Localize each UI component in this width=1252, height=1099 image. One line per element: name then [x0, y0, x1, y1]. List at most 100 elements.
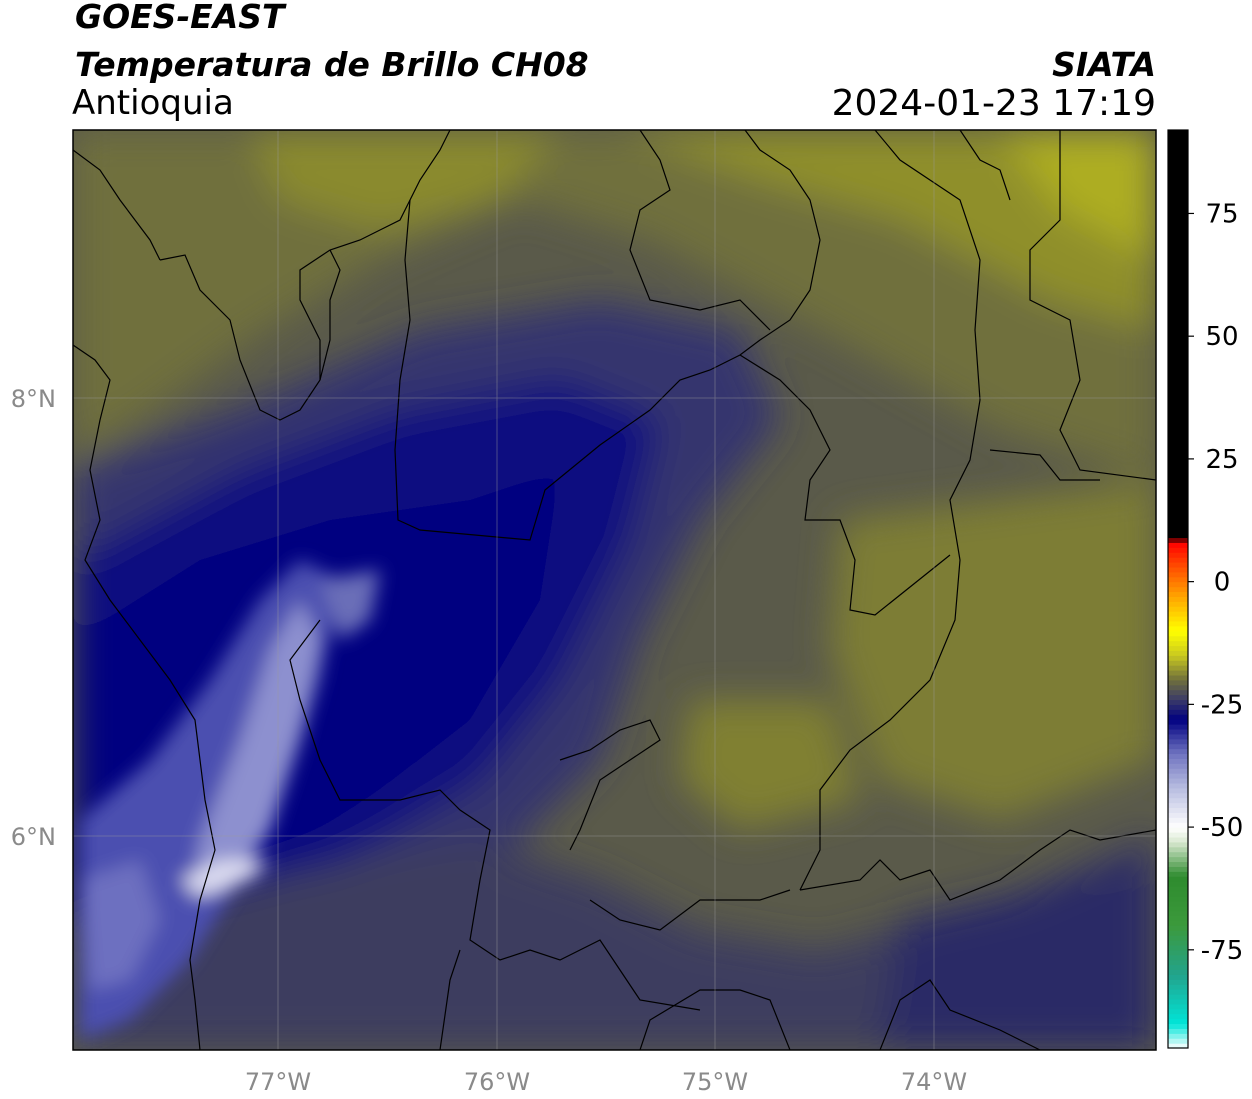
colorbar-band	[1168, 1043, 1188, 1049]
colorbar-band	[1168, 871, 1188, 877]
colorbar-band	[1168, 257, 1188, 264]
colorbar-band	[1168, 498, 1188, 504]
colorbar-band	[1168, 650, 1188, 656]
colorbar-band	[1168, 596, 1188, 602]
colorbar-band	[1168, 763, 1188, 769]
colorbar-band	[1168, 429, 1188, 435]
colorbar-band	[1168, 684, 1188, 691]
lon-tick-label: 75°W	[682, 1068, 748, 1096]
colorbar-band	[1168, 370, 1188, 377]
colorbar-band	[1168, 979, 1188, 985]
satellite-title: GOES-EAST	[75, 0, 285, 36]
map-frame	[72, 129, 1157, 1051]
colorbar-band	[1168, 699, 1188, 705]
colorbar-band	[1168, 890, 1188, 897]
map-gridlines	[73, 130, 1156, 1050]
colorbar-band	[1168, 974, 1188, 980]
colorbar-band	[1168, 208, 1188, 215]
colorbar-band	[1168, 360, 1188, 367]
colorbar-band	[1168, 517, 1188, 524]
colorbar-band	[1168, 277, 1188, 283]
colorbar-band	[1168, 355, 1188, 362]
colorbar-band	[1168, 606, 1188, 612]
colorbar-band	[1168, 522, 1188, 529]
colorbar-band	[1168, 346, 1188, 352]
colorbar-band	[1168, 905, 1188, 912]
colorbar-band	[1168, 292, 1188, 298]
colorbar-band	[1168, 841, 1188, 848]
colorbar-band	[1168, 625, 1188, 632]
colorbar-band	[1168, 910, 1188, 917]
colorbar-band	[1168, 694, 1188, 701]
colorbar-band	[1168, 719, 1188, 725]
lat-tick-labels: 8°N 6°N	[11, 385, 56, 851]
colorbar-band	[1168, 1003, 1188, 1010]
colorbar-band	[1168, 768, 1188, 774]
colorbar-gradient	[1168, 130, 1188, 1049]
colorbar-band	[1168, 409, 1188, 416]
colorbar-band	[1168, 439, 1188, 445]
colorbar-ticks: 75 50 25 0 -25 -50 -75	[1188, 199, 1243, 966]
colorbar-band	[1168, 159, 1188, 165]
colorbar-band	[1168, 1018, 1188, 1025]
colorbar-band	[1168, 242, 1188, 249]
lon-tick-label: 77°W	[245, 1068, 311, 1096]
datetime-label: 2024-01-23 17:19	[831, 83, 1156, 124]
colorbar-band	[1168, 881, 1188, 887]
colorbar: 75 50 25 0 -25 -50 -75	[1167, 129, 1243, 1049]
colorbar-band	[1168, 674, 1188, 681]
colorbar-band	[1168, 724, 1188, 730]
colorbar-band	[1168, 512, 1188, 519]
colorbar-band	[1168, 542, 1188, 548]
colorbar-band	[1168, 365, 1188, 372]
colorbar-band	[1168, 728, 1188, 735]
colorbar-band	[1168, 404, 1188, 411]
colorbar-band	[1168, 998, 1188, 1005]
colorbar-band	[1168, 920, 1188, 926]
colorbar-band	[1168, 562, 1188, 568]
lon-tick-label: 76°W	[464, 1068, 530, 1096]
colorbar-band	[1168, 635, 1188, 642]
colorbar-band	[1168, 134, 1188, 141]
colorbar-band	[1168, 468, 1188, 475]
colorbar-band	[1168, 792, 1188, 799]
colorbar-band	[1168, 287, 1188, 293]
colorbar-band	[1168, 611, 1188, 617]
colorbar-band	[1168, 311, 1188, 318]
colorbar-band	[1168, 1008, 1188, 1015]
colorbar-band	[1168, 139, 1188, 146]
colorbar-band	[1168, 390, 1188, 396]
colorbar-band	[1168, 331, 1188, 337]
colorbar-band	[1168, 758, 1188, 764]
colorbar-band	[1168, 591, 1188, 597]
lat-tick-label: 6°N	[11, 823, 56, 851]
colorbar-band	[1168, 989, 1188, 995]
colorbar-band	[1168, 188, 1188, 195]
colorbar-band	[1168, 532, 1188, 539]
colorbar-band	[1168, 782, 1188, 789]
colorbar-band	[1168, 238, 1188, 244]
colorbar-band	[1168, 193, 1188, 200]
agency-label: SIATA	[1052, 45, 1156, 84]
colorbar-band	[1168, 753, 1188, 759]
colorbar-band	[1168, 797, 1188, 804]
colorbar-band	[1168, 581, 1188, 588]
colorbar-tick-label: 50	[1205, 322, 1238, 352]
colorbar-tick-label: 75	[1205, 199, 1238, 229]
colorbar-band	[1168, 414, 1188, 421]
region-label: Antioquia	[72, 83, 234, 123]
colorbar-band	[1168, 1038, 1188, 1044]
colorbar-band	[1168, 198, 1188, 205]
colorbar-band	[1168, 940, 1188, 946]
colorbar-band	[1168, 223, 1188, 229]
colorbar-band	[1168, 944, 1188, 951]
colorbar-band	[1168, 449, 1188, 455]
colorbar-band	[1168, 679, 1188, 686]
colorbar-band	[1168, 886, 1188, 892]
colorbar-band	[1168, 296, 1188, 303]
colorbar-band	[1168, 866, 1188, 872]
colorbar-band	[1168, 964, 1188, 971]
colorbar-band	[1168, 930, 1188, 936]
colorbar-band	[1168, 424, 1188, 431]
